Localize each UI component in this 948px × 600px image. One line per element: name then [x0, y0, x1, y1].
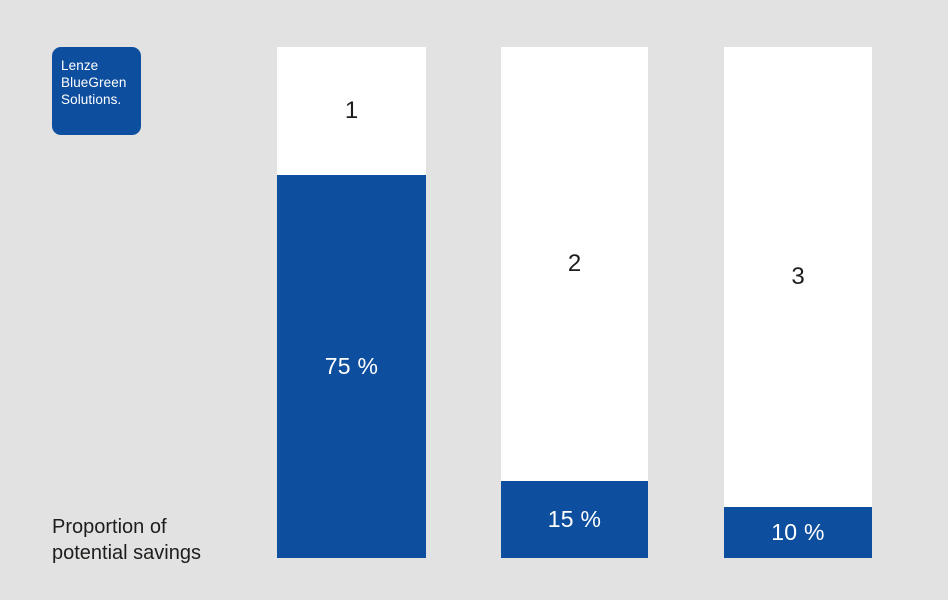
bar-3-value-label: 10 %	[771, 518, 825, 545]
bar-2-value-label: 15 %	[547, 506, 602, 533]
logo-line-3: Solutions.	[61, 92, 122, 107]
bar-2-fill: 15 %	[501, 481, 648, 558]
bar-2-remainder: 2	[501, 47, 648, 481]
logo-line-2: BlueGreen	[61, 75, 127, 90]
bar-column-3: 3 10 %	[724, 47, 872, 558]
bar-3-remainder: 3	[724, 47, 872, 507]
bar-1-remainder: 1	[277, 47, 426, 175]
bar-3-fill: 10 %	[724, 506, 872, 558]
caption-line-1: Proportion of	[52, 516, 167, 538]
bar-1-value-label: 75 %	[324, 352, 379, 379]
bar-column-2: 2 15 %	[501, 47, 648, 558]
bar-column-1: 1 75 %	[277, 47, 426, 558]
logo-line-1: Lenze	[61, 58, 99, 73]
bar-3-category-label: 3	[791, 262, 805, 290]
bar-1-category-label: 1	[344, 96, 359, 124]
bar-2-category-label: 2	[567, 250, 582, 278]
chart-caption: Proportion of potential savings	[52, 514, 201, 566]
caption-line-2: potential savings	[52, 542, 201, 564]
lenze-bluegreen-logo: Lenze BlueGreen Solutions.	[52, 47, 141, 135]
bar-1-fill: 75 %	[277, 174, 426, 558]
